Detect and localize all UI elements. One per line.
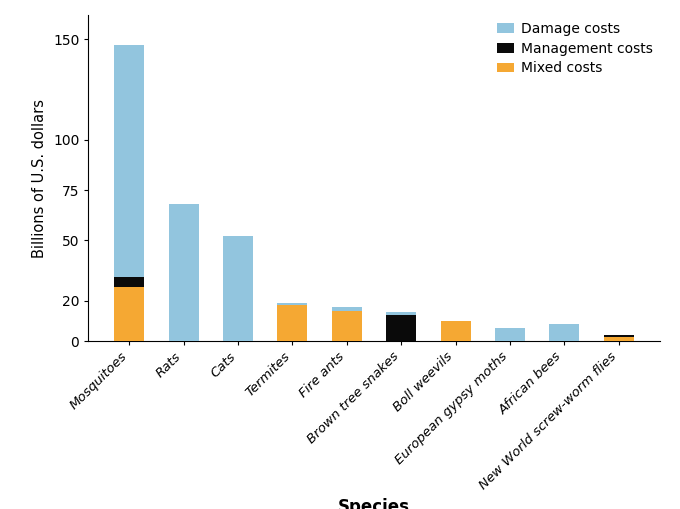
Legend: Damage costs, Management costs, Mixed costs: Damage costs, Management costs, Mixed co… [497,22,653,75]
Y-axis label: Billions of U.S. dollars: Billions of U.S. dollars [33,99,48,258]
Bar [114,287,144,341]
Bar [441,321,471,341]
Bar [332,307,362,311]
Bar [604,336,634,341]
Bar [386,315,416,341]
Bar [114,45,144,277]
Bar [604,335,634,336]
Bar [223,237,253,341]
Bar [114,277,144,287]
Bar [495,328,525,341]
Bar [549,324,579,341]
Bar [169,204,199,341]
Bar [277,305,307,341]
Bar [332,311,362,341]
Bar [277,303,307,305]
Bar [386,312,416,315]
X-axis label: Species: Species [338,498,410,509]
